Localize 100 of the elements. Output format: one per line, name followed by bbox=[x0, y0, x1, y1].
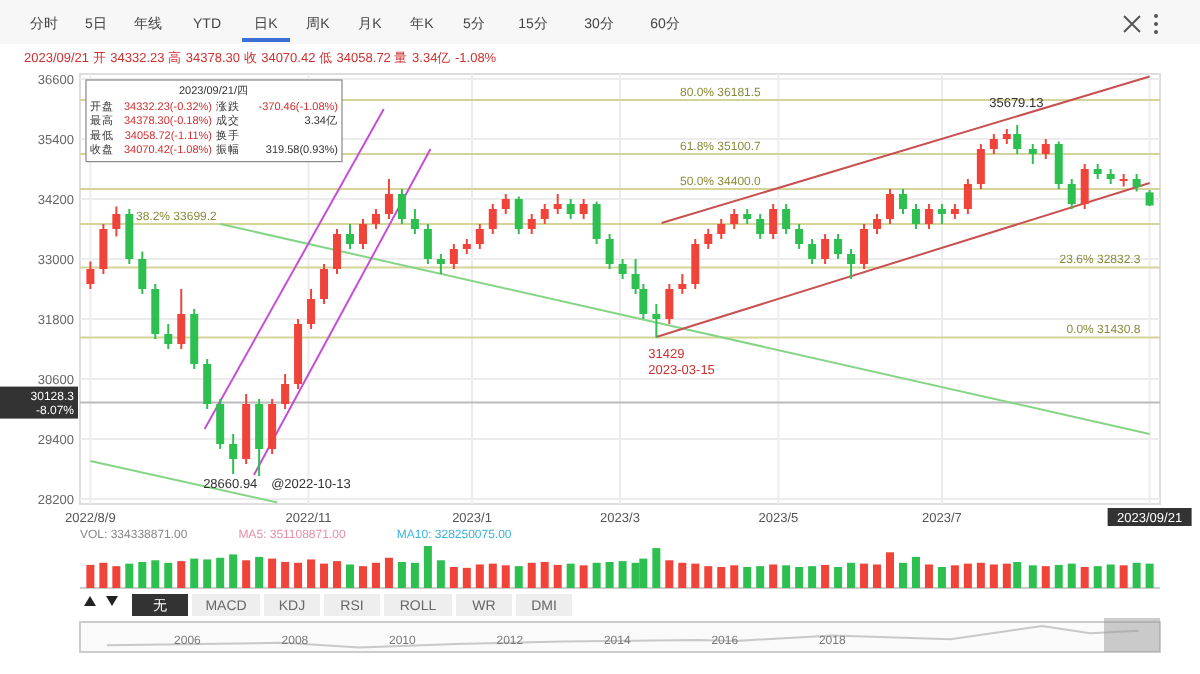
bar bbox=[1093, 566, 1102, 588]
candlestick bbox=[177, 288, 186, 350]
bar bbox=[782, 565, 791, 588]
candlestick bbox=[592, 200, 601, 245]
candlestick bbox=[99, 223, 108, 275]
bar bbox=[989, 564, 998, 588]
bar bbox=[652, 548, 661, 588]
bar bbox=[730, 565, 739, 588]
candlestick bbox=[821, 233, 830, 265]
bar bbox=[346, 564, 354, 588]
bar bbox=[1067, 563, 1076, 588]
candlestick bbox=[255, 398, 264, 477]
bar bbox=[795, 567, 804, 588]
candlestick bbox=[717, 218, 726, 240]
candlestick bbox=[1054, 140, 1063, 190]
bar bbox=[255, 556, 264, 588]
candlestick bbox=[937, 203, 946, 225]
bar bbox=[112, 566, 121, 588]
bar bbox=[618, 561, 627, 588]
bar bbox=[821, 564, 830, 588]
bar bbox=[203, 559, 212, 588]
bar bbox=[177, 561, 186, 588]
bar bbox=[86, 564, 95, 588]
candlestick bbox=[886, 188, 894, 225]
candlestick bbox=[1041, 138, 1050, 160]
bar bbox=[1119, 565, 1128, 588]
bar bbox=[294, 562, 303, 588]
bar bbox=[397, 561, 406, 588]
bar bbox=[125, 563, 134, 588]
bar bbox=[475, 564, 484, 588]
bar bbox=[371, 562, 380, 588]
candlestick bbox=[540, 203, 549, 225]
bar bbox=[834, 567, 843, 588]
bar bbox=[190, 558, 199, 588]
bar bbox=[1080, 567, 1089, 588]
candlestick bbox=[151, 283, 160, 340]
candlestick bbox=[86, 260, 95, 290]
bar bbox=[229, 554, 238, 588]
bar bbox=[242, 560, 251, 588]
bar bbox=[566, 563, 575, 588]
candlestick bbox=[501, 193, 510, 215]
bar bbox=[449, 567, 458, 588]
bar bbox=[462, 567, 471, 588]
bar bbox=[717, 567, 726, 588]
bar bbox=[320, 563, 329, 588]
bar bbox=[743, 567, 752, 588]
candlestick bbox=[358, 218, 367, 250]
candlestick bbox=[769, 203, 778, 240]
bar bbox=[410, 562, 419, 588]
candlestick bbox=[449, 243, 458, 270]
candlestick bbox=[782, 203, 791, 235]
bar bbox=[808, 566, 817, 588]
candlestick bbox=[384, 178, 393, 220]
bar bbox=[333, 561, 342, 588]
candlestick bbox=[795, 223, 804, 250]
candlestick bbox=[410, 208, 419, 235]
bar bbox=[691, 563, 700, 588]
bar bbox=[553, 564, 562, 588]
candlestick bbox=[678, 273, 687, 295]
candlestick bbox=[924, 203, 933, 230]
candlestick bbox=[976, 143, 985, 190]
bar bbox=[1145, 563, 1154, 588]
candlestick bbox=[1013, 124, 1022, 155]
candlestick bbox=[579, 198, 588, 220]
bar bbox=[384, 557, 393, 588]
bar bbox=[639, 558, 648, 588]
bar bbox=[756, 566, 765, 588]
bar bbox=[678, 562, 687, 588]
candlestick bbox=[307, 288, 316, 330]
bar bbox=[873, 564, 882, 588]
bar bbox=[605, 561, 614, 588]
candlestick bbox=[756, 213, 765, 240]
candlestick bbox=[847, 248, 856, 280]
candlestick bbox=[164, 323, 173, 350]
candlestick bbox=[203, 358, 212, 410]
bar bbox=[1132, 562, 1141, 588]
candlestick bbox=[665, 283, 674, 325]
candlestick bbox=[475, 223, 484, 250]
bar bbox=[924, 564, 933, 588]
candlestick bbox=[605, 233, 614, 270]
candlestick bbox=[1080, 163, 1089, 210]
candlestick bbox=[514, 195, 523, 235]
candlestick bbox=[333, 228, 342, 275]
bar bbox=[911, 556, 920, 588]
bar bbox=[847, 562, 856, 588]
candlestick bbox=[834, 233, 843, 260]
candlestick bbox=[911, 203, 920, 230]
bar bbox=[423, 546, 432, 588]
bar bbox=[963, 563, 972, 588]
bar bbox=[937, 567, 946, 588]
bar bbox=[898, 562, 907, 588]
candlestick bbox=[436, 253, 445, 275]
bar bbox=[976, 562, 985, 588]
candlestick bbox=[898, 188, 907, 215]
candlestick bbox=[704, 228, 713, 250]
bar bbox=[281, 561, 290, 588]
bar bbox=[1106, 564, 1115, 588]
bar bbox=[1054, 564, 1063, 588]
bar bbox=[860, 563, 869, 588]
bar bbox=[1013, 561, 1022, 588]
